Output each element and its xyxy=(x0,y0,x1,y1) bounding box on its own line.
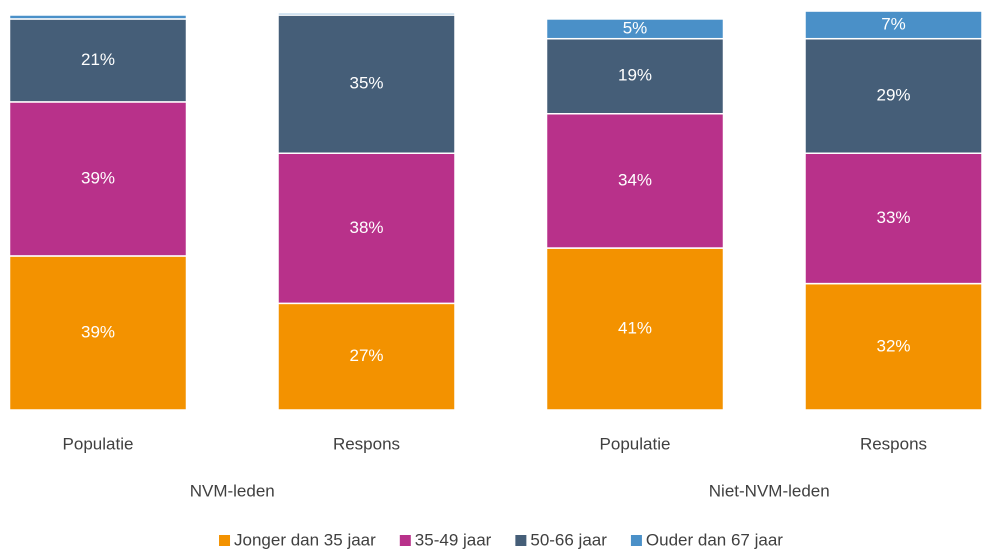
bar-segment xyxy=(277,152,456,305)
legend-label: 35-49 jaar xyxy=(415,530,492,549)
bar-segment xyxy=(545,247,725,411)
data-label: 21% xyxy=(81,50,115,69)
x-tick-label: Populatie xyxy=(600,434,671,453)
bar-segment xyxy=(804,10,982,40)
group-label: NVM-leden xyxy=(190,481,275,500)
group-label: Niet-NVM-leden xyxy=(709,481,830,500)
data-label: 27% xyxy=(349,346,383,365)
x-tick-label: Respons xyxy=(860,434,927,453)
data-label: 29% xyxy=(876,85,910,104)
bar-segment xyxy=(545,18,725,40)
bar-segment xyxy=(277,12,456,16)
data-label: 33% xyxy=(876,208,910,227)
legend-swatch xyxy=(630,535,642,546)
x-tick-label: Respons xyxy=(333,434,400,453)
data-label: 32% xyxy=(876,336,910,355)
data-label: 5% xyxy=(623,18,648,37)
data-label: 35% xyxy=(349,74,383,93)
legend-label: Ouder dan 67 jaar xyxy=(646,530,783,549)
data-label: 39% xyxy=(81,322,115,341)
bar-segment xyxy=(8,255,188,411)
x-tick-label: Populatie xyxy=(63,434,134,453)
bar-segment xyxy=(8,101,188,257)
legend-label: Jonger dan 35 jaar xyxy=(234,530,376,549)
data-label: 39% xyxy=(81,168,115,187)
data-label: 41% xyxy=(618,319,652,338)
data-label: 38% xyxy=(349,218,383,237)
bar-segment xyxy=(804,282,982,411)
data-label: 7% xyxy=(881,14,906,33)
data-label: 34% xyxy=(618,170,652,189)
bar-segment xyxy=(804,37,982,155)
bar-segment xyxy=(545,113,725,249)
bar-segment xyxy=(277,302,456,411)
legend-label: 50-66 jaar xyxy=(530,530,607,549)
legend-swatch xyxy=(219,535,231,546)
bar-segment xyxy=(277,14,456,154)
legend-swatch xyxy=(515,535,527,546)
bar-segment xyxy=(545,37,725,115)
legend-swatch xyxy=(399,535,411,546)
data-label: 19% xyxy=(618,66,652,85)
bar-segment xyxy=(8,14,188,20)
